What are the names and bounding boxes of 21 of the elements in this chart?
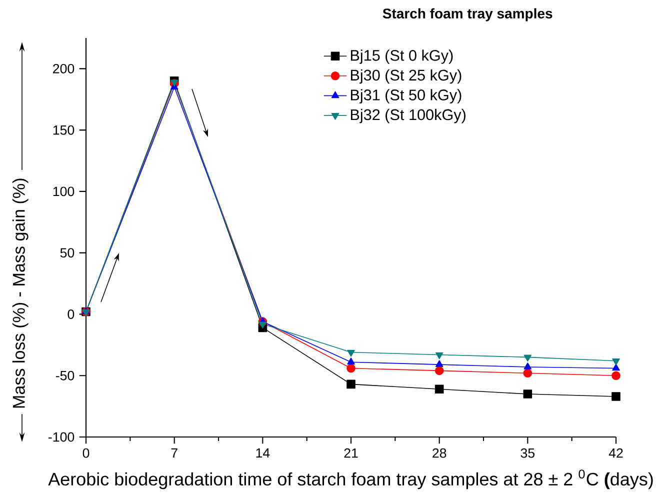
legend-label: Bj32 (St 100kGy)	[350, 108, 466, 124]
y-tick-label: -100	[48, 432, 74, 442]
x-tick-label: 21	[344, 448, 358, 458]
y-tick-label: 100	[53, 186, 74, 196]
y-axis-title: Mass loss (%) - Mass gain (%)	[12, 178, 28, 408]
x-tick-label: 28	[432, 448, 446, 458]
y-tick-label: 0	[68, 310, 74, 319]
x-tick-label: 14	[256, 448, 270, 458]
y-tick-label: -50	[56, 370, 74, 380]
x-axis-title: Aerobic biodegradation time of starch foam tray samples at 28 ± 2 $^{0}$C (days)	[48, 470, 653, 490]
x-tick-label: 35	[520, 448, 535, 458]
legend-label: Bj15 (St 0 kGy)	[350, 50, 453, 64]
x-tick-label: 7	[171, 448, 178, 458]
y-tick-label: 150	[53, 125, 74, 135]
x-tick-label: 0	[82, 448, 90, 458]
legend-label: Bj31 (St 50 kGy)	[350, 89, 462, 104]
x-tick-label: 42	[608, 448, 623, 458]
y-tick-label: 50	[60, 248, 74, 258]
chart-title: Starch foam tray samples	[382, 8, 552, 22]
legend-label: Bj30 (St 25 kGy)	[350, 69, 462, 84]
y-tick-label: 200	[53, 64, 74, 74]
